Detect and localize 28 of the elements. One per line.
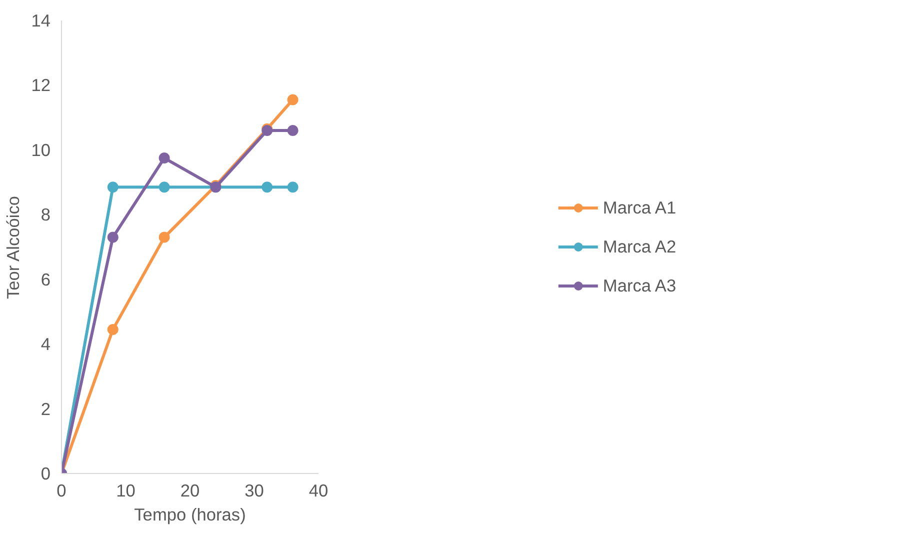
x-tick-label: 20 xyxy=(180,480,200,500)
legend-label: Marca A1 xyxy=(602,197,676,218)
point xyxy=(287,182,298,193)
y-tick-label: 2 xyxy=(40,398,51,419)
y-tick-label: 10 xyxy=(31,140,51,160)
point xyxy=(158,232,170,243)
y-tick-label: 12 xyxy=(31,75,51,96)
y-tick-label: 4 xyxy=(40,334,51,354)
legend-label: Marca A2 xyxy=(602,236,676,257)
point xyxy=(107,232,118,243)
y-tick-label: 14 xyxy=(31,10,51,30)
y-tick-label: 6 xyxy=(40,269,51,290)
x-tick-label: 40 xyxy=(308,480,328,500)
point xyxy=(158,182,170,193)
y-tick-label: 0 xyxy=(40,464,51,484)
x-axis-title: Tempo (horas) xyxy=(134,504,246,524)
x-tick-label: 30 xyxy=(244,480,264,500)
point xyxy=(287,94,298,106)
x-tick-label: 10 xyxy=(116,480,136,500)
point xyxy=(107,324,118,335)
x-tick-label: 0 xyxy=(56,480,66,500)
y-tick-label: 8 xyxy=(40,204,51,225)
legend-label: Marca A3 xyxy=(602,275,676,296)
point xyxy=(107,182,118,193)
y-axis-title: Teor Alcoóico xyxy=(3,196,24,300)
point xyxy=(287,125,298,136)
point xyxy=(262,182,273,193)
point xyxy=(158,152,170,164)
